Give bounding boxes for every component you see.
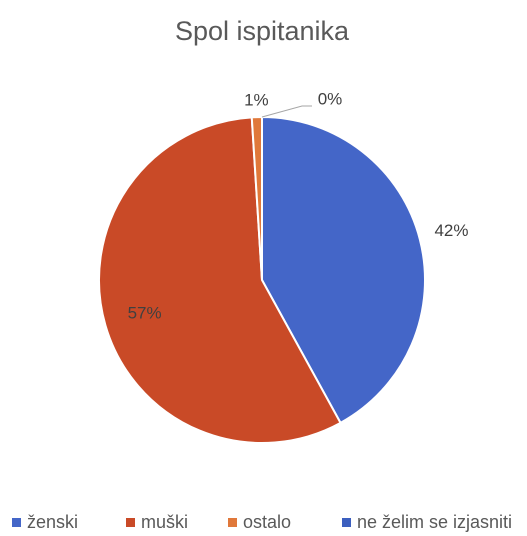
chart-title: Spol ispitanika	[175, 16, 350, 46]
legend-swatch	[12, 518, 21, 527]
data-label: 1%	[244, 90, 269, 109]
pie-slice	[98, 116, 342, 444]
legend-swatch	[342, 518, 351, 527]
pie-slice	[261, 115, 426, 425]
legend-label: muški	[141, 512, 188, 532]
legend-label: ne želim se izjasniti	[357, 512, 512, 532]
leader-line	[261, 105, 312, 118]
data-label: 0%	[318, 89, 343, 108]
legend-swatch	[126, 518, 135, 527]
legend-label: ostalo	[243, 512, 291, 532]
legend-swatch	[228, 518, 237, 527]
data-label: 57%	[128, 304, 162, 323]
data-label: 42%	[434, 221, 468, 240]
legend-label: ženski	[27, 512, 78, 532]
